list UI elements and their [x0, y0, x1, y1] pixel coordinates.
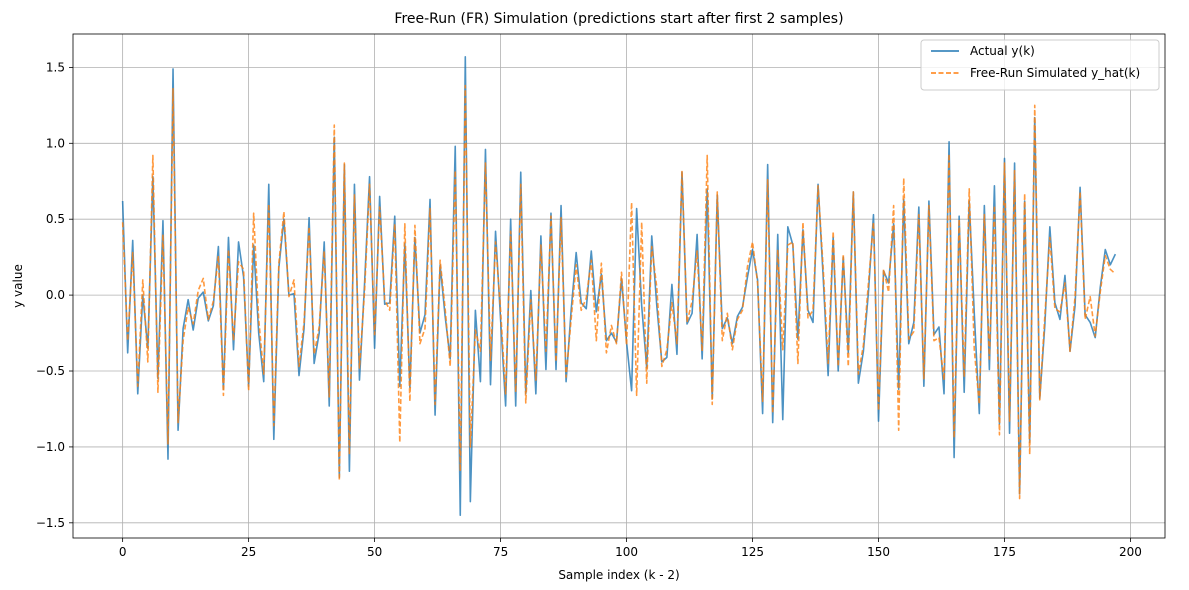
x-tick-label: 50 — [367, 545, 382, 559]
legend-label-simulated: Free-Run Simulated y_hat(k) — [970, 66, 1140, 80]
x-tick-label: 25 — [241, 545, 256, 559]
x-tick-label: 175 — [993, 545, 1016, 559]
y-tick-label: −1.0 — [36, 440, 65, 454]
grid — [73, 34, 1165, 538]
x-axis: 0 25 50 75 100 125 150 175 200 — [119, 538, 1142, 559]
x-tick-label: 200 — [1119, 545, 1142, 559]
x-tick-label: 0 — [119, 545, 127, 559]
y-tick-label: 1.0 — [46, 136, 65, 150]
y-tick-label: −0.5 — [36, 364, 65, 378]
y-tick-label: 1.5 — [46, 60, 65, 74]
y-axis-label: y value — [11, 264, 25, 308]
x-tick-label: 100 — [615, 545, 638, 559]
legend: Actual y(k) Free-Run Simulated y_hat(k) — [920, 39, 1160, 91]
x-tick-label: 125 — [741, 545, 764, 559]
x-tick-label: 75 — [493, 545, 508, 559]
y-axis: −1.5 −1.0 −0.5 0.0 0.5 1.0 1.5 — [36, 60, 73, 530]
y-tick-label: 0.5 — [46, 212, 65, 226]
plot-frame — [72, 33, 1166, 539]
series-line-simulated — [121, 84, 1116, 500]
y-tick-label: −1.5 — [36, 516, 65, 530]
x-tick-label: 150 — [867, 545, 890, 559]
legend-label-actual: Actual y(k) — [970, 44, 1035, 58]
series-layer — [121, 55, 1117, 517]
legend-box — [920, 39, 1160, 91]
y-tick-label: 0.0 — [46, 288, 65, 302]
chart-title: Free-Run (FR) Simulation (predictions st… — [394, 11, 843, 27]
x-axis-label: Sample index (k - 2) — [558, 568, 679, 582]
